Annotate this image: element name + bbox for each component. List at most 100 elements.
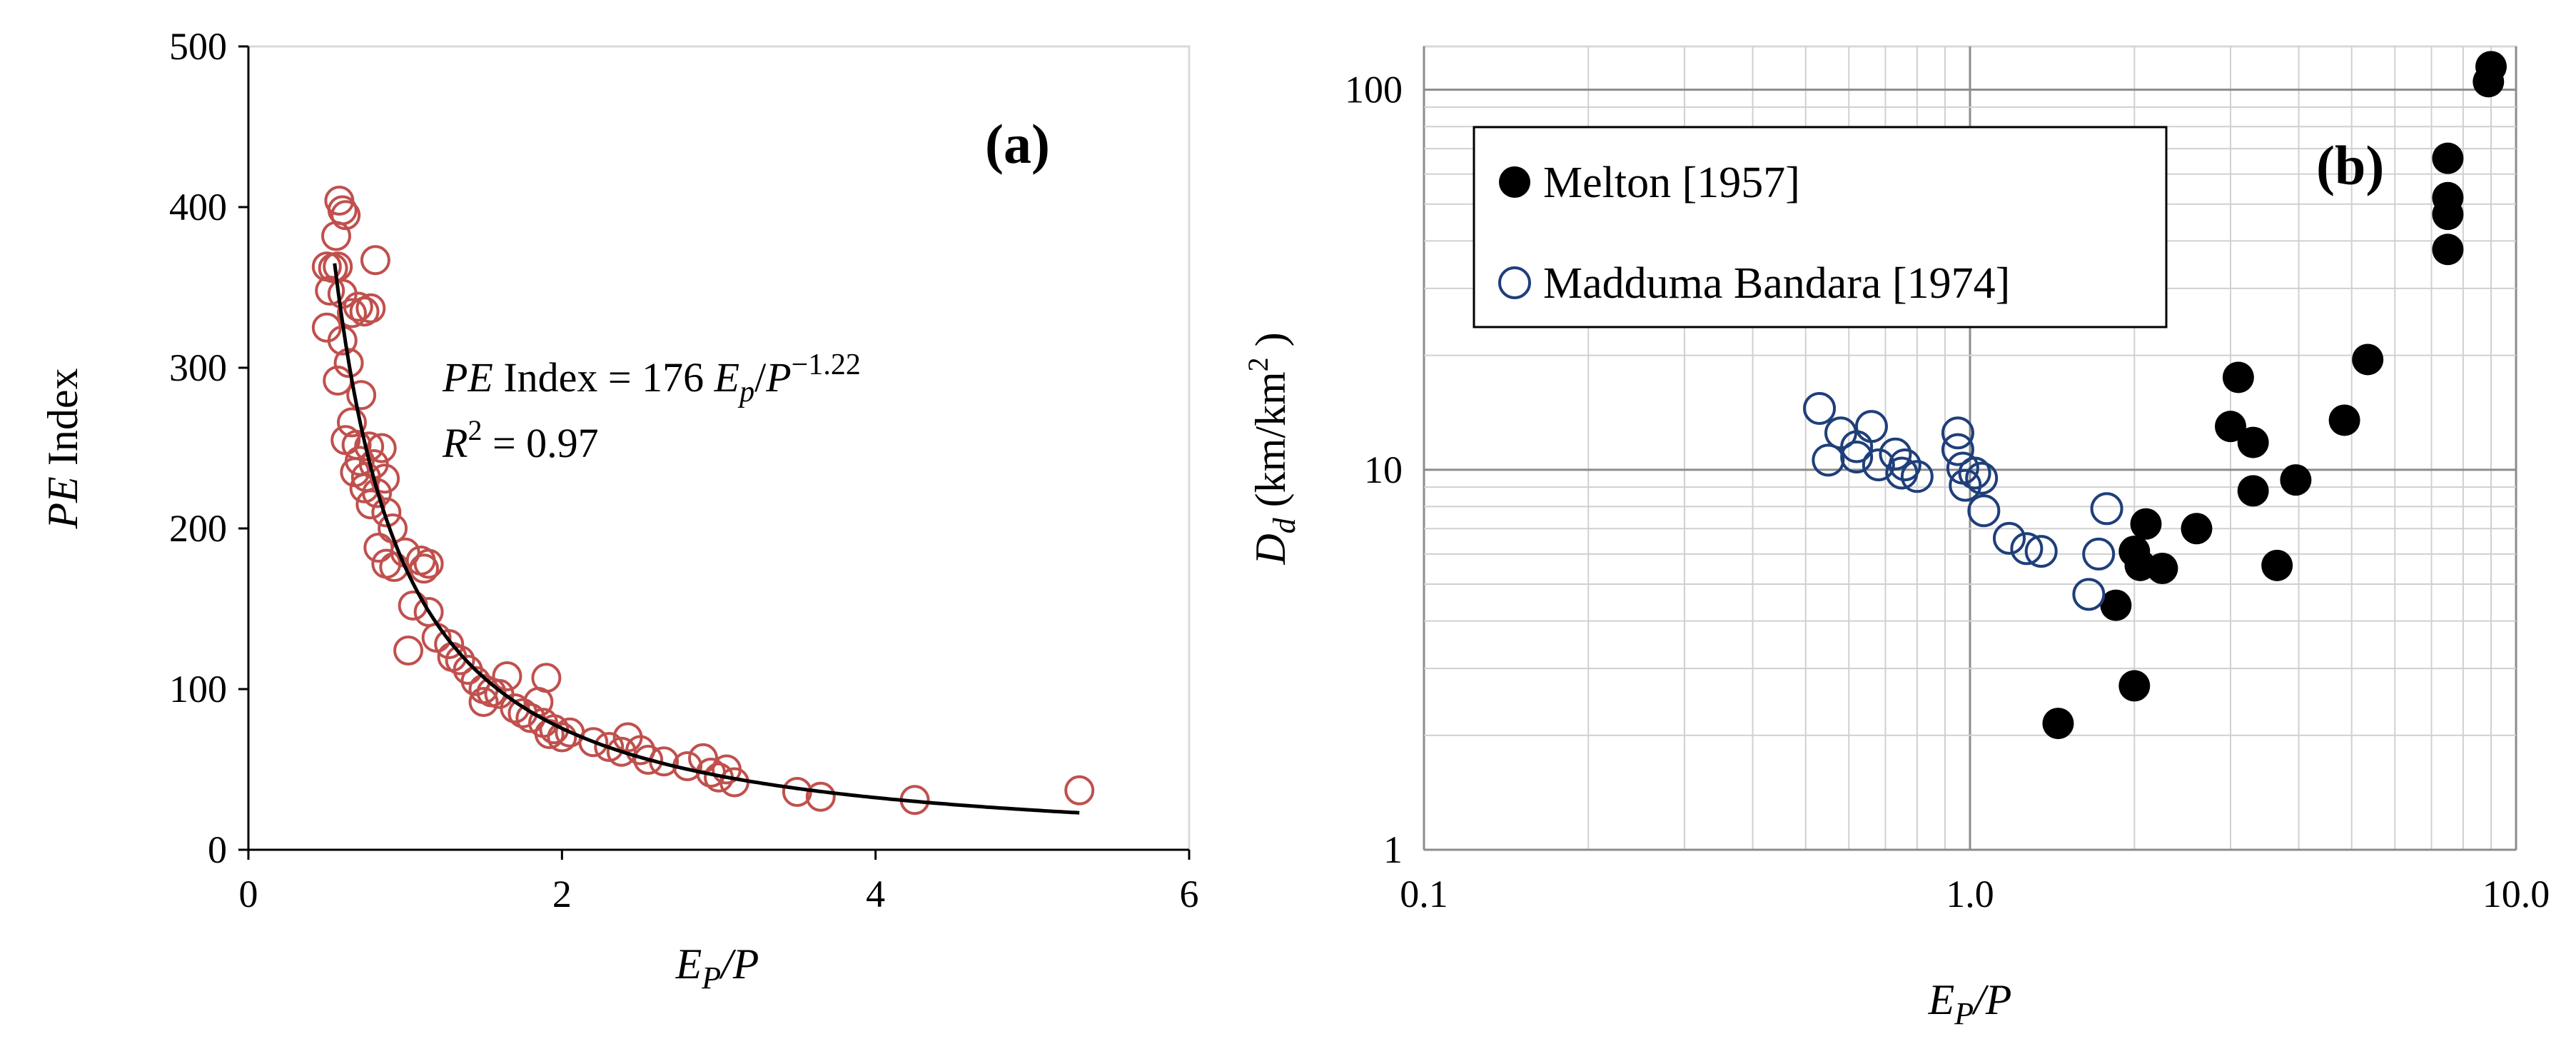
panel-a-y-tick-label: 200 bbox=[169, 507, 227, 550]
melton-data-point bbox=[2352, 343, 2384, 376]
eq-exponent: −1.22 bbox=[792, 348, 861, 381]
panel-b-points bbox=[1803, 51, 2507, 740]
melton-data-point bbox=[2237, 426, 2269, 458]
b-xlabel-main: E bbox=[1928, 976, 1955, 1023]
panel-a-data-point bbox=[434, 629, 465, 659]
panel-a-tick-labels: 0 2 4 6 0 100 200 300 400 500 bbox=[169, 25, 1199, 915]
panel-a-data-point bbox=[333, 348, 364, 378]
madduma-data-point bbox=[1879, 437, 1912, 471]
madduma-data-point bbox=[1941, 416, 1974, 450]
panel-a-data-point bbox=[321, 221, 352, 251]
madduma-data-point bbox=[2072, 578, 2106, 611]
b-ylabel-sup: 2 bbox=[1242, 357, 1274, 371]
panel-b-legend: Melton [1957] Madduma Bandara [1974] bbox=[1473, 126, 2168, 328]
panel-a-data-point bbox=[625, 735, 656, 766]
melton-data-point bbox=[2214, 411, 2246, 443]
panel-b-tick-labels: 0.1 1.0 10.0 1 10 100 bbox=[1345, 69, 2550, 915]
melton-data-point bbox=[2181, 513, 2213, 545]
eq-slash: / bbox=[754, 354, 767, 401]
madduma-data-point bbox=[2010, 532, 2044, 566]
madduma-data-point bbox=[1854, 410, 1888, 443]
a-xlabel-tail: /P bbox=[719, 940, 759, 988]
panel-a-y-tick-label: 500 bbox=[169, 25, 227, 68]
madduma-data-point bbox=[2024, 535, 2058, 568]
panel-a-data-point bbox=[578, 727, 609, 758]
panel-a-fit-curve bbox=[333, 263, 1080, 815]
panel-a-data-point bbox=[633, 745, 664, 775]
panel-b-ylabel: Dd (km/km2 ) bbox=[1242, 332, 1302, 565]
r2-var: R bbox=[442, 420, 468, 466]
panel-a-data-point bbox=[547, 722, 577, 753]
panel-a-chart: 0 2 4 6 0 100 200 300 400 500 (a) PE Index = 176 … bbox=[39, 25, 1199, 995]
panel-a-ylabel: PE Index bbox=[39, 368, 86, 530]
madduma-data-point bbox=[1967, 494, 2001, 528]
panel-b-y-tick-label: 10 bbox=[1364, 448, 1403, 491]
panel-a-r2: R2 = 0.97 bbox=[442, 414, 599, 466]
eq-lhs-text: Index = 176 bbox=[493, 354, 714, 401]
panel-a-x-tick-label: 4 bbox=[866, 873, 885, 915]
eq-var1-sub: p bbox=[737, 376, 754, 408]
panel-b-label: (b) bbox=[2316, 134, 2384, 196]
madduma-data-point bbox=[1965, 461, 1999, 495]
panel-a-points bbox=[311, 186, 1095, 815]
panel-a-plot-area bbox=[247, 45, 1191, 851]
panel-b-x-tick-label: 1.0 bbox=[1946, 873, 1994, 915]
legend-box bbox=[1473, 126, 2168, 328]
melton-data-point bbox=[2432, 234, 2464, 266]
panel-a-y-tick-label: 300 bbox=[169, 346, 227, 389]
b-ylabel-close: ) bbox=[1247, 332, 1294, 357]
a-ylabel-tail: Index bbox=[39, 368, 86, 477]
eq-var1: E bbox=[714, 354, 739, 401]
panel-a-y-tick-label: 400 bbox=[169, 186, 227, 229]
melton-data-point bbox=[2042, 708, 2074, 740]
melton-data-point bbox=[2280, 464, 2312, 496]
panel-a-x-tick-label: 2 bbox=[552, 873, 572, 915]
panel-a-data-point bbox=[393, 636, 424, 666]
panel-b-x-tick-label: 10.0 bbox=[2482, 873, 2550, 915]
panel-a-data-point bbox=[371, 497, 402, 528]
panel-a-data-point bbox=[336, 407, 367, 438]
melton-data-point bbox=[2222, 361, 2254, 393]
melton-data-point bbox=[2261, 549, 2293, 581]
panel-a-x-tick-label: 0 bbox=[239, 873, 258, 915]
melton-data-point bbox=[2328, 404, 2360, 436]
panel-a-data-point bbox=[606, 736, 637, 767]
eq-var2: P bbox=[765, 354, 791, 401]
b-ylabel-sub: d bbox=[1267, 517, 1302, 533]
panel-a-data-point bbox=[492, 661, 522, 691]
melton-data-point bbox=[2432, 142, 2464, 174]
panel-b-chart: 0.1 1.0 10.0 1 10 100 (b) Melton [1957] Maddu… bbox=[1242, 45, 2550, 1031]
panel-a-data-point bbox=[409, 553, 440, 584]
melton-data-point bbox=[2118, 670, 2151, 702]
panel-a-axes bbox=[238, 45, 1191, 860]
panel-b-y-tick-label: 1 bbox=[1383, 828, 1403, 871]
a-xlabel-main: E bbox=[675, 940, 702, 988]
melton-data-point bbox=[2100, 589, 2132, 621]
panel-a-data-point bbox=[378, 513, 408, 543]
panel-a-data-point bbox=[370, 463, 400, 494]
legend-madduma-label: Madduma Bandara [1974] bbox=[1543, 259, 2010, 308]
panel-a-y-tick-label: 0 bbox=[208, 828, 227, 871]
melton-data-point bbox=[2146, 552, 2178, 584]
b-ylabel-tail: (km/km bbox=[1247, 371, 1294, 518]
madduma-data-point bbox=[1941, 433, 1974, 466]
panel-a-data-point bbox=[315, 276, 345, 306]
melton-data-point bbox=[2473, 66, 2505, 98]
b-xlabel-tail: /P bbox=[1971, 976, 2011, 1023]
panel-a-data-point bbox=[360, 245, 390, 276]
a-ylabel-italic: PE bbox=[39, 476, 86, 529]
panel-b-xlabel: EP/P bbox=[1928, 976, 2012, 1031]
madduma-data-point bbox=[1862, 448, 1895, 481]
panel-b-y-tick-label: 100 bbox=[1345, 69, 1403, 111]
panel-a-data-point bbox=[1064, 775, 1095, 805]
madduma-data-point bbox=[1803, 391, 1837, 425]
panel-a-data-point bbox=[594, 732, 625, 762]
legend-madduma-marker bbox=[1498, 266, 1531, 299]
b-xlabel-sub: P bbox=[1954, 996, 1974, 1031]
eq-lhs-italic: PE bbox=[442, 354, 493, 401]
panel-a-data-point bbox=[330, 200, 361, 231]
r2-sup: 2 bbox=[468, 414, 482, 446]
madduma-data-point bbox=[1949, 468, 1982, 502]
panel-a-data-point bbox=[445, 645, 475, 676]
melton-data-point bbox=[2432, 199, 2464, 231]
